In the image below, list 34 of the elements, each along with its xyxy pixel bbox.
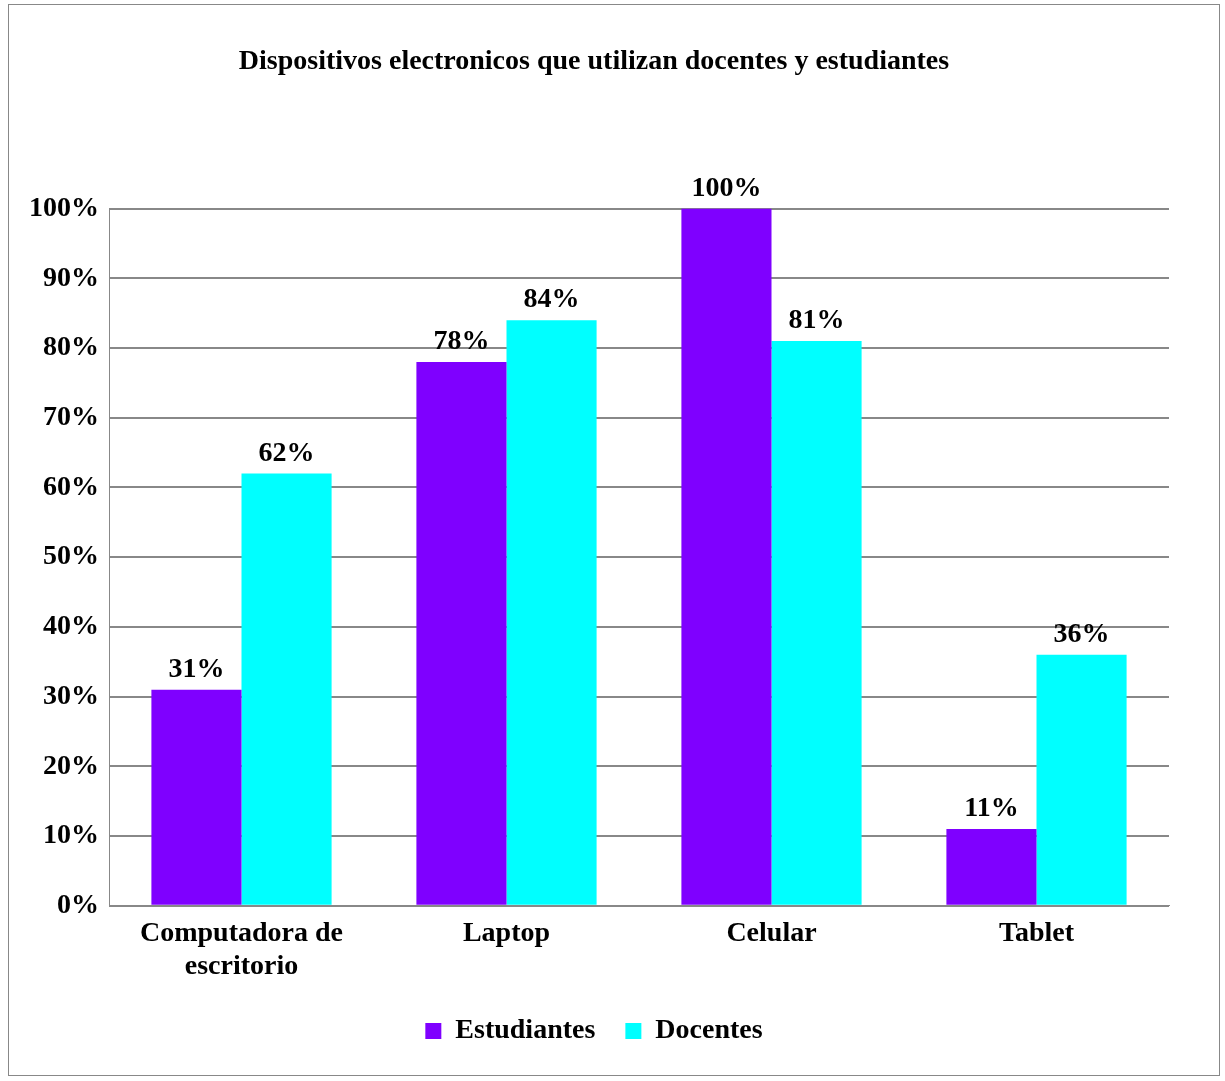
data-label: 78% <box>433 324 490 356</box>
bar <box>681 208 772 905</box>
y-tick-label: 0% <box>57 888 99 920</box>
bar <box>241 473 332 905</box>
y-tick-label: 90% <box>43 260 99 292</box>
y-tick-label: 40% <box>43 609 99 641</box>
bar <box>1036 654 1127 905</box>
y-tick-label: 10% <box>43 818 99 850</box>
legend-label: Estudiantes <box>455 1013 596 1045</box>
x-tick-label: Celular <box>726 915 817 947</box>
y-tick-label: 60% <box>43 469 99 501</box>
x-tick-label: Tablet <box>998 915 1075 947</box>
data-label: 84% <box>523 282 580 314</box>
y-tick-label: 50% <box>43 539 99 571</box>
x-tick-label: Computadora de escritorio <box>139 915 344 981</box>
data-label: 62% <box>258 435 315 467</box>
bar <box>416 361 507 905</box>
legend-label: Docentes <box>655 1013 763 1045</box>
data-label: 11% <box>964 791 1019 823</box>
data-label: 31% <box>168 651 225 683</box>
bar <box>151 689 242 905</box>
chart-title: Dispositivos electronicos que utilizan docentes y estudiantes <box>238 44 950 76</box>
bar <box>506 320 597 905</box>
data-label: 100% <box>691 170 762 202</box>
y-tick-label: 70% <box>43 399 99 431</box>
x-tick-label: Laptop <box>462 915 551 947</box>
bar <box>946 829 1037 905</box>
y-tick-label: 80% <box>43 330 99 362</box>
y-tick-label: 100% <box>29 190 99 222</box>
y-tick-label: 20% <box>43 748 99 780</box>
y-tick-label: 30% <box>43 678 99 710</box>
bar <box>771 341 862 905</box>
data-label: 36% <box>1053 617 1110 649</box>
data-label: 81% <box>788 303 845 335</box>
